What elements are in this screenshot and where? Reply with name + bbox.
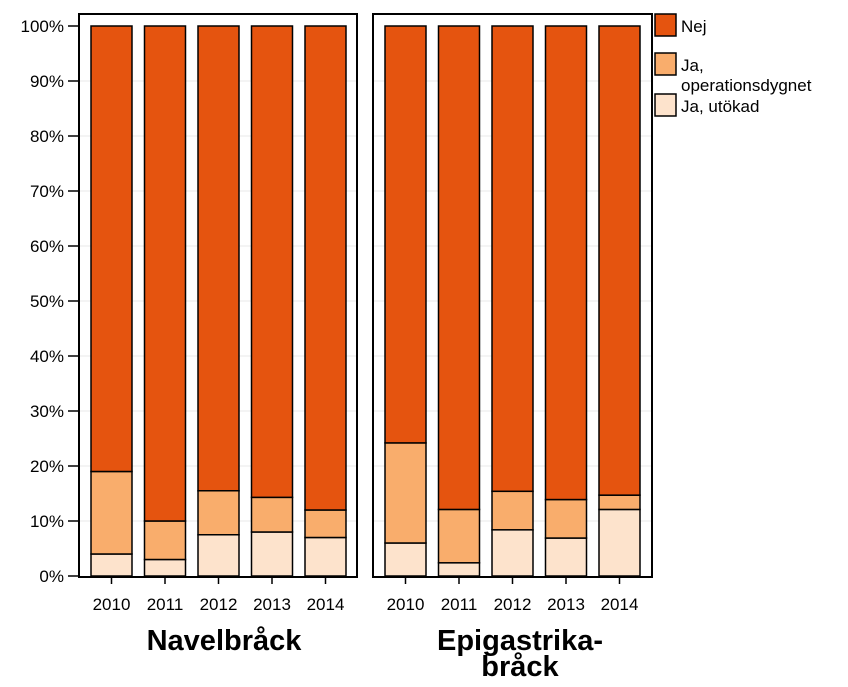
legend-label: Ja, utökad bbox=[681, 97, 759, 116]
y-tick-label: 80% bbox=[30, 127, 64, 146]
x-tick-label: 2013 bbox=[547, 595, 585, 614]
bar-segment bbox=[197, 534, 240, 577]
bar-segment bbox=[90, 470, 133, 555]
bar-segment bbox=[598, 508, 641, 577]
legend-swatch bbox=[654, 13, 677, 37]
panel-frame bbox=[78, 13, 358, 578]
bar-segment bbox=[437, 562, 481, 577]
legend-swatch bbox=[654, 52, 677, 76]
legend-label: operationsdygnet bbox=[681, 76, 812, 95]
bar-segment bbox=[304, 536, 347, 577]
bar-segment bbox=[544, 25, 588, 501]
y-tick-label: 30% bbox=[30, 402, 64, 421]
panel-title: bråck bbox=[481, 651, 559, 682]
bar-segment bbox=[544, 498, 588, 539]
y-tick-label: 40% bbox=[30, 347, 64, 366]
bar-segment bbox=[598, 494, 641, 511]
bar-segment bbox=[143, 558, 187, 577]
x-tick-label: 2011 bbox=[147, 595, 184, 614]
bar-segment bbox=[384, 25, 427, 444]
bar-segment bbox=[544, 537, 588, 577]
y-tick-label: 70% bbox=[30, 182, 64, 201]
panel-title: Navelbråck bbox=[147, 625, 303, 657]
bar-segment bbox=[143, 520, 187, 561]
x-tick-label: 2014 bbox=[601, 595, 639, 614]
y-tick-label: 0% bbox=[39, 567, 64, 586]
bar-segment bbox=[437, 508, 481, 564]
y-tick-label: 10% bbox=[30, 512, 64, 531]
bar-segment bbox=[491, 490, 534, 531]
bar-segment bbox=[90, 553, 133, 577]
bar-segment bbox=[250, 496, 294, 533]
x-tick-label: 2012 bbox=[494, 595, 532, 614]
bar-segment bbox=[250, 531, 294, 577]
legend-label: Nej bbox=[681, 17, 707, 36]
y-tick-label: 20% bbox=[30, 457, 64, 476]
x-tick-label: 2010 bbox=[387, 595, 425, 614]
bar-segment bbox=[304, 25, 347, 511]
bar-segment bbox=[491, 529, 534, 577]
panel-title: Epigastrika- bbox=[437, 625, 603, 657]
bar-segment bbox=[598, 25, 641, 496]
bar-segment bbox=[250, 25, 294, 499]
x-tick-label: 2010 bbox=[93, 595, 131, 614]
x-tick-label: 2014 bbox=[307, 595, 345, 614]
bar-segment bbox=[90, 25, 133, 473]
y-tick-label: 100% bbox=[21, 17, 64, 36]
bar-segment bbox=[197, 25, 240, 492]
bar-segment bbox=[437, 25, 481, 511]
x-tick-label: 2011 bbox=[441, 595, 478, 614]
bar-segment bbox=[304, 509, 347, 539]
bar-segment bbox=[384, 542, 427, 577]
x-tick-label: 2012 bbox=[200, 595, 238, 614]
bar-segment bbox=[143, 25, 187, 522]
y-tick-label: 60% bbox=[30, 237, 64, 256]
legend-label: Ja, bbox=[681, 56, 704, 75]
panel-frame bbox=[372, 13, 653, 578]
y-tick-label: 90% bbox=[30, 72, 64, 91]
bar-segment bbox=[197, 490, 240, 536]
x-tick-label: 2013 bbox=[253, 595, 291, 614]
legend-swatch bbox=[654, 93, 677, 117]
bar-segment bbox=[491, 25, 534, 493]
y-tick-label: 50% bbox=[30, 292, 64, 311]
bar-segment bbox=[384, 442, 427, 544]
